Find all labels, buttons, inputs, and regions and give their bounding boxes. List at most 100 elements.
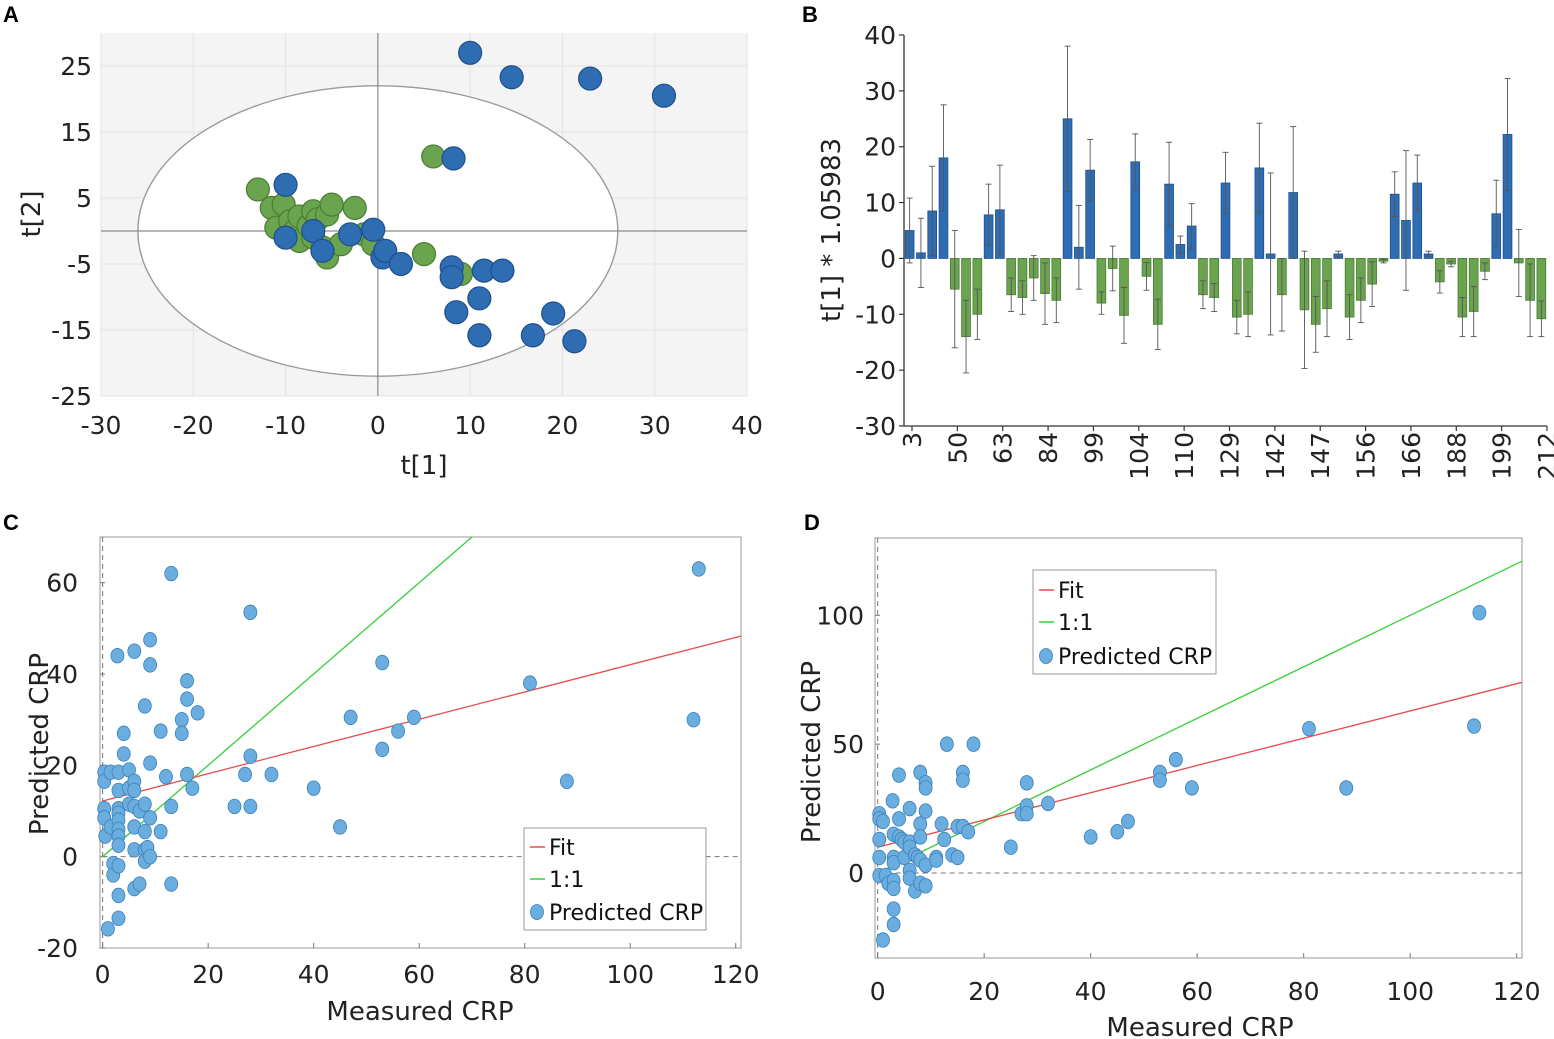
panel-d-point xyxy=(1184,780,1199,796)
panel-d-one-to-one-line xyxy=(877,560,1522,874)
panel-a-label: A xyxy=(3,2,19,27)
panel-b-y-axis-label: t[1] * 1.05983 xyxy=(817,138,847,322)
panel-a-point-blue xyxy=(361,217,386,242)
panel-d-point xyxy=(934,816,949,832)
panel-c-point xyxy=(127,643,142,659)
panel-c-y-ticks: 60 40 20 0 -20 xyxy=(37,569,78,963)
panel-b-x-tick-label: 84 xyxy=(1034,432,1063,464)
panel-d-point xyxy=(872,849,887,866)
panel-b-x-ticks: 3 50 63 84 99 104 110 129 142 147 156 166 188 199 212 xyxy=(898,432,1554,480)
panel-d-x-tick-label: 100 xyxy=(1386,977,1434,1006)
panel-d-point xyxy=(918,803,933,819)
panel-d-y-ticks: 100 50 0 xyxy=(816,601,864,888)
panel-a-x-ticks: -30 -20 -10 0 10 20 30 40 xyxy=(81,411,763,440)
panel-c-point xyxy=(174,725,189,742)
panel-d-point xyxy=(1083,829,1098,845)
panel-a-point-blue xyxy=(458,40,483,65)
panel-d-lines xyxy=(877,560,1522,874)
panel-c-legend: Fit 1:1 Predicted CRP xyxy=(523,827,707,931)
panel-d-frame xyxy=(874,537,1523,959)
panel-a-point-green xyxy=(421,144,446,169)
panel-a-x-tick-label: 20 xyxy=(547,411,579,440)
panel-c-x-tick-label: 60 xyxy=(403,960,435,989)
panel-d-legend-box xyxy=(1032,569,1217,675)
panel-c-x-ticks: 0 20 40 60 80 100 120 xyxy=(95,960,760,989)
panel-c-y-tick-label: 0 xyxy=(62,843,78,872)
panel-d-point xyxy=(892,767,906,783)
panel-c-point xyxy=(238,766,252,783)
panel-c-x-tick-label: 100 xyxy=(606,960,654,989)
panel-d-point xyxy=(876,813,890,830)
panel-c-point xyxy=(143,810,158,826)
panel-a-point-blue xyxy=(499,65,524,90)
panel-d-crp-prediction: D 100 50 0 0 20 40 60 80 100 120 Fit 1:1 Predict… xyxy=(797,510,1541,1039)
panel-b-bars xyxy=(904,45,1547,374)
panel-c-lines xyxy=(102,537,741,858)
panel-a-point-green xyxy=(342,195,367,220)
panel-a-point-blue xyxy=(467,286,492,311)
panel-d-point xyxy=(1168,751,1183,768)
panel-c-fit-line xyxy=(102,635,741,802)
panel-a-y-tick-label: 5 xyxy=(76,184,92,213)
panel-d-legend-point-swatch xyxy=(1039,648,1053,664)
panel-a-point-green xyxy=(245,177,270,202)
panel-c-legend-fit: Fit xyxy=(549,836,575,861)
panel-c-legend-point-swatch xyxy=(530,904,544,920)
panel-c-legend-points: Predicted CRP xyxy=(549,901,703,926)
panel-d-point xyxy=(892,811,906,827)
panel-c-point xyxy=(153,823,168,840)
panel-a-y-axis-label: t[2] xyxy=(17,190,47,237)
panel-a-point-blue xyxy=(467,323,492,348)
panel-b-y-tick-label: -30 xyxy=(855,412,896,441)
panel-b-y-tick-label: 40 xyxy=(864,21,896,50)
panel-c-point xyxy=(116,746,131,762)
panel-c-x-tick-label: 40 xyxy=(298,960,330,989)
panel-b-x-tick-label: 129 xyxy=(1216,432,1245,480)
panel-b-y-tick-label: -10 xyxy=(855,300,896,329)
panel-c-point xyxy=(143,848,158,865)
panel-a-zero-lines xyxy=(101,33,747,396)
panel-d-point xyxy=(913,829,928,845)
panel-a-point-blue xyxy=(301,218,326,244)
panel-c-point xyxy=(180,691,194,707)
panel-b-x-tick-label: 104 xyxy=(1125,432,1154,480)
panel-d-point xyxy=(1019,806,1034,822)
panel-c-point xyxy=(127,782,142,799)
panel-c-point xyxy=(264,766,279,783)
panel-c-point xyxy=(180,673,194,689)
panel-c-point xyxy=(137,823,152,840)
panel-b-y-tick-label: 20 xyxy=(864,133,896,162)
panel-d-x-tick-label: 0 xyxy=(870,977,886,1006)
panel-c-x-tick-label: 120 xyxy=(712,960,760,989)
panel-b-x-tick-label: 142 xyxy=(1261,432,1290,480)
panel-c-point xyxy=(243,798,258,815)
panel-a-x-axis-label: t[1] xyxy=(400,451,447,481)
panel-c-point xyxy=(190,705,205,721)
panel-d-point xyxy=(886,901,901,917)
panel-d-legend-one-to-one: 1:1 xyxy=(1058,611,1093,636)
panel-d-point xyxy=(937,831,952,848)
panel-c-point xyxy=(375,741,390,758)
panel-a-points xyxy=(245,40,677,354)
panel-d-point xyxy=(913,816,928,832)
panel-d-legend-points: Predicted CRP xyxy=(1058,645,1212,670)
panel-c-point xyxy=(164,565,179,582)
panel-d-points xyxy=(872,605,1487,948)
panel-d-point xyxy=(955,772,970,788)
panel-d-point xyxy=(1467,718,1481,734)
panel-a-point-green xyxy=(411,242,437,267)
panel-d-x-tick-label: 20 xyxy=(968,977,1000,1006)
panel-b-y-tick-label: 10 xyxy=(864,189,896,218)
panel-a-point-blue xyxy=(388,251,414,277)
panel-c-legend-one-to-one: 1:1 xyxy=(549,868,584,893)
panel-a-point-blue xyxy=(562,329,587,354)
panel-c-point xyxy=(111,910,126,927)
panel-c-point xyxy=(227,798,242,815)
panel-d-point xyxy=(872,831,887,848)
panel-c-y-tick-label: -20 xyxy=(37,934,78,963)
panel-c-point xyxy=(243,748,258,764)
panel-a-point-blue xyxy=(338,222,363,247)
panel-b-x-tick-label: 3 xyxy=(898,432,927,448)
panel-d-x-tick-label: 40 xyxy=(1075,977,1107,1006)
panel-a-x-tick-label: 10 xyxy=(454,411,486,440)
